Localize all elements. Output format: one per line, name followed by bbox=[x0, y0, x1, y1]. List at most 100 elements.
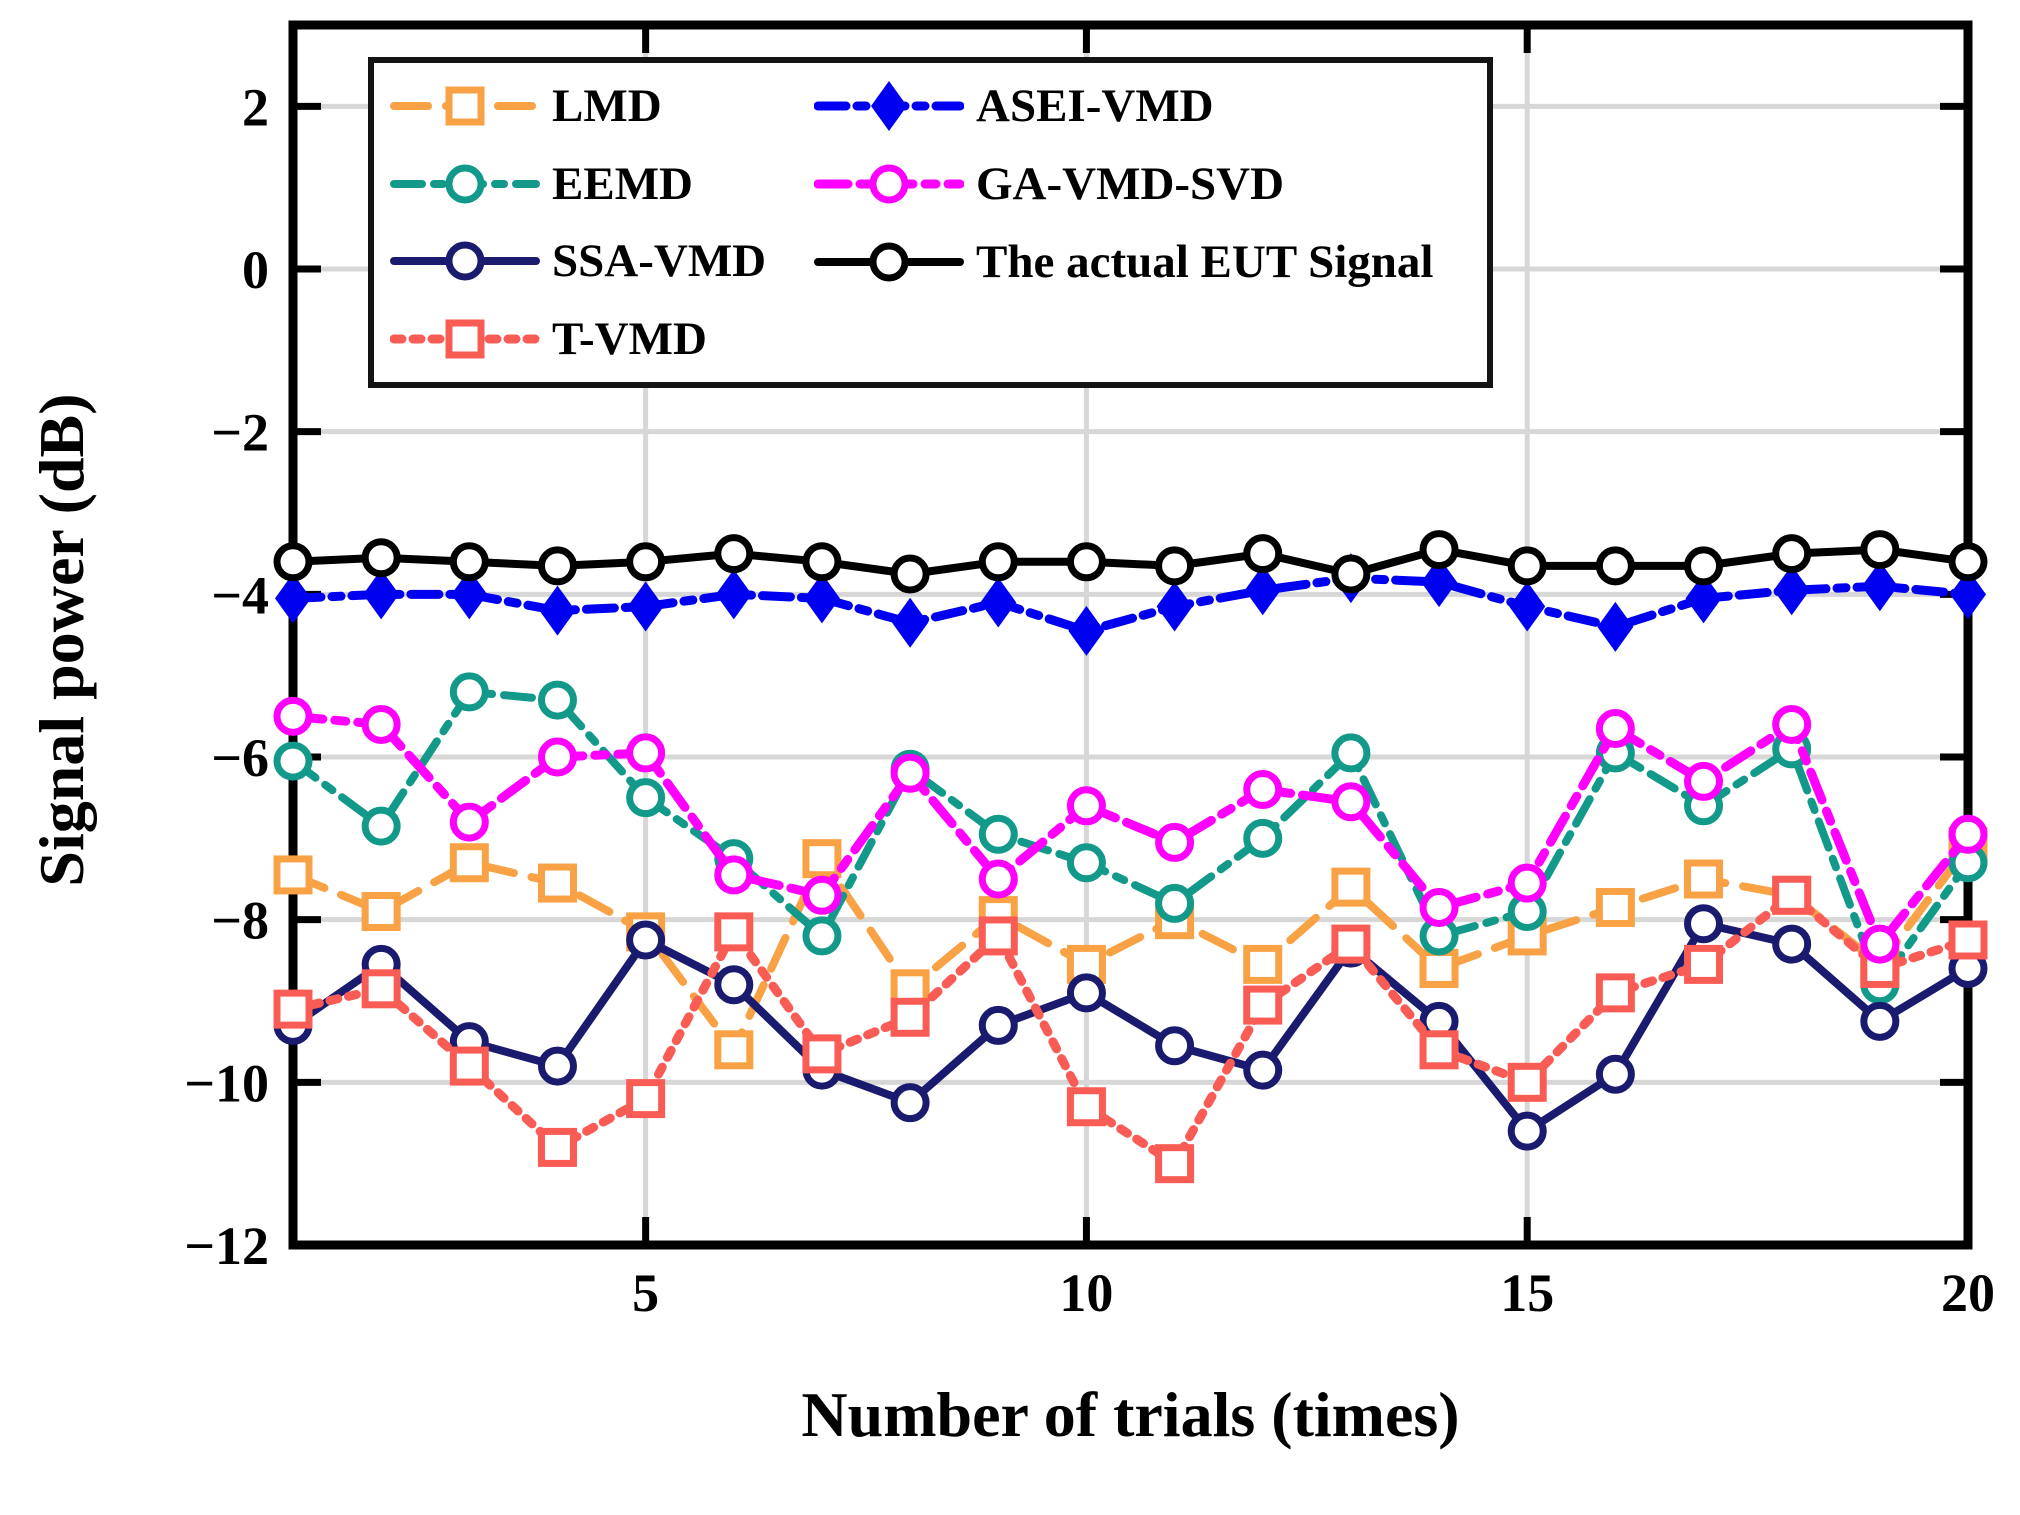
series-marker-the-actual-eut-signal bbox=[1507, 546, 1547, 586]
series-marker-the-actual-eut-signal bbox=[537, 546, 577, 586]
series-marker-t-vmd bbox=[1772, 875, 1812, 915]
series-marker-asei-vmd bbox=[1861, 561, 1898, 612]
legend-label-lmd: LMD bbox=[552, 79, 662, 132]
series-marker-the-actual-eut-signal bbox=[1595, 546, 1635, 586]
series-marker-lmd bbox=[1684, 859, 1724, 899]
series-marker-ssa-vmd bbox=[1243, 1050, 1283, 1090]
series-marker-t-vmd bbox=[1331, 924, 1371, 964]
series-marker-ga-vmd-svd bbox=[1860, 924, 1900, 964]
series-marker-the-actual-eut-signal bbox=[1772, 534, 1812, 574]
legend-entry-ssa-vmd: SSA-VMD bbox=[390, 223, 814, 301]
series-marker-asei-vmd bbox=[539, 585, 576, 636]
legend-marker-eemd-icon bbox=[445, 164, 485, 204]
legend-marker-ga-vmd-svd-icon bbox=[869, 164, 909, 204]
series-marker-t-vmd bbox=[978, 916, 1018, 956]
series-marker-ga-vmd-svd bbox=[978, 859, 1018, 899]
y-axis-title: Signal power (dB) bbox=[26, 393, 97, 887]
legend-entry-eemd: EEMD bbox=[390, 145, 814, 223]
series-marker-asei-vmd bbox=[1509, 581, 1546, 632]
y-tick-label--2: −2 bbox=[211, 403, 269, 463]
series-marker-ssa-vmd bbox=[537, 1046, 577, 1086]
series-marker-eemd bbox=[449, 672, 489, 712]
series-marker-ssa-vmd bbox=[1595, 1054, 1635, 1094]
series-marker-asei-vmd bbox=[1421, 557, 1458, 608]
series-marker-lmd bbox=[714, 1030, 754, 1070]
legend-sample-ga-vmd-svd-icon bbox=[814, 164, 964, 204]
series-marker-ga-vmd-svd bbox=[537, 737, 577, 777]
series-marker-ga-vmd-svd bbox=[1684, 761, 1724, 801]
legend-sample-eemd-icon bbox=[390, 164, 540, 204]
legend-marker-t-vmd-icon bbox=[445, 319, 485, 359]
series-marker-eemd bbox=[1243, 818, 1283, 858]
series-marker-lmd bbox=[1595, 887, 1635, 927]
legend-entry-lmd: LMD bbox=[390, 67, 814, 145]
series-marker-the-actual-eut-signal bbox=[273, 542, 313, 582]
series-marker-ssa-vmd bbox=[1772, 924, 1812, 964]
series-marker-t-vmd bbox=[802, 1034, 842, 1074]
series-marker-ga-vmd-svd bbox=[273, 696, 313, 736]
series-marker-ga-vmd-svd bbox=[802, 875, 842, 915]
series-marker-asei-vmd bbox=[1244, 565, 1281, 616]
series-marker-ssa-vmd bbox=[1860, 1001, 1900, 1041]
legend-label-the-actual-eut-signal: The actual EUT Signal bbox=[976, 236, 1434, 288]
series-marker-lmd bbox=[361, 892, 401, 932]
series-marker-ssa-vmd bbox=[1155, 1026, 1195, 1066]
series-marker-lmd bbox=[1243, 944, 1283, 984]
legend-entry-ga-vmd-svd: GA-VMD-SVD bbox=[814, 145, 1487, 223]
series-marker-asei-vmd bbox=[715, 569, 752, 620]
y-tick-label-0: 0 bbox=[242, 240, 269, 300]
series-marker-lmd bbox=[537, 863, 577, 903]
series-marker-asei-vmd bbox=[275, 573, 311, 624]
series-marker-lmd bbox=[802, 839, 842, 879]
series-marker-t-vmd bbox=[890, 997, 930, 1037]
axes-box bbox=[288, 20, 1973, 1250]
series-marker-ga-vmd-svd bbox=[449, 802, 489, 842]
series-marker-t-vmd bbox=[1066, 1087, 1106, 1127]
series-marker-the-actual-eut-signal bbox=[1331, 554, 1371, 594]
series-lmd bbox=[273, 826, 1988, 1070]
x-tick-label-20: 20 bbox=[1941, 1263, 1995, 1323]
series-marker-asei-vmd bbox=[1773, 565, 1810, 616]
series-marker-the-actual-eut-signal bbox=[802, 542, 842, 582]
series-marker-t-vmd bbox=[1948, 920, 1988, 960]
legend-column-2: ASEI-VMD GA-VMD-SVD The actual EUT Signal bbox=[814, 67, 1487, 378]
series-marker-ga-vmd-svd bbox=[1419, 887, 1459, 927]
series-marker-ssa-vmd bbox=[1066, 973, 1106, 1013]
x-axis-title: Number of trials (times) bbox=[801, 1379, 1460, 1450]
series-marker-lmd bbox=[1419, 948, 1459, 988]
series-marker-asei-vmd bbox=[451, 569, 488, 620]
x-tick-label-15: 15 bbox=[1500, 1263, 1554, 1323]
series-marker-t-vmd bbox=[1507, 1062, 1547, 1102]
series-marker-the-actual-eut-signal bbox=[1243, 534, 1283, 574]
series-marker-asei-vmd bbox=[980, 577, 1017, 628]
series-marker-asei-vmd bbox=[1156, 581, 1193, 632]
series-marker-eemd bbox=[1331, 733, 1371, 773]
series-marker-ga-vmd-svd bbox=[1507, 863, 1547, 903]
y-tick-label--6: −6 bbox=[211, 728, 269, 788]
series-marker-lmd bbox=[449, 843, 489, 883]
series-t-vmd bbox=[273, 875, 1988, 1184]
series-marker-eemd bbox=[978, 814, 1018, 854]
series-marker-ga-vmd-svd bbox=[626, 733, 666, 773]
series-marker-asei-vmd bbox=[892, 597, 929, 648]
series-marker-the-actual-eut-signal bbox=[1684, 546, 1724, 586]
legend-sample-the-actual-eut-signal-icon bbox=[814, 242, 964, 282]
chart-legend: LMD EEMD SSA-VMD T-VMD ASEI-VMD GA-VMD-SVD The… bbox=[368, 57, 1493, 388]
series-marker-ga-vmd-svd bbox=[1772, 704, 1812, 744]
series-marker-eemd bbox=[626, 778, 666, 818]
series-marker-ga-vmd-svd bbox=[1331, 782, 1371, 822]
series-marker-ga-vmd-svd bbox=[890, 753, 930, 793]
series-marker-ga-vmd-svd bbox=[1595, 709, 1635, 749]
y-tick-label--10: −10 bbox=[184, 1053, 269, 1113]
series-marker-asei-vmd bbox=[1950, 569, 1986, 620]
series-marker-the-actual-eut-signal bbox=[449, 542, 489, 582]
series-marker-ga-vmd-svd bbox=[1066, 786, 1106, 826]
legend-sample-ssa-vmd-icon bbox=[390, 241, 540, 281]
legend-sample-lmd-icon bbox=[390, 86, 540, 126]
series-marker-t-vmd bbox=[1243, 985, 1283, 1025]
series-marker-lmd bbox=[273, 855, 313, 895]
series-marker-eemd bbox=[1155, 883, 1195, 923]
series-marker-the-actual-eut-signal bbox=[890, 554, 930, 594]
